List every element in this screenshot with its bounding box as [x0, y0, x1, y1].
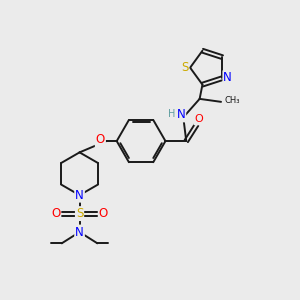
Text: H: H: [168, 109, 176, 119]
Text: N: N: [176, 108, 185, 122]
Text: O: O: [51, 207, 60, 220]
Text: O: O: [194, 114, 203, 124]
Text: S: S: [181, 61, 188, 74]
Text: CH₃: CH₃: [225, 96, 240, 105]
Text: N: N: [75, 226, 84, 238]
Text: N: N: [75, 189, 84, 202]
Text: S: S: [76, 207, 83, 220]
Text: O: O: [99, 207, 108, 220]
Text: O: O: [96, 134, 105, 146]
Text: N: N: [224, 71, 232, 84]
